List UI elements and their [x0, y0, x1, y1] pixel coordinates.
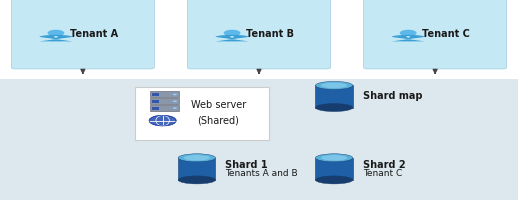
FancyBboxPatch shape	[135, 88, 269, 140]
Ellipse shape	[315, 176, 353, 184]
Polygon shape	[315, 158, 353, 180]
FancyBboxPatch shape	[150, 106, 179, 112]
Text: Tenant C: Tenant C	[422, 29, 470, 39]
FancyBboxPatch shape	[150, 92, 179, 98]
Ellipse shape	[315, 154, 353, 162]
Ellipse shape	[321, 83, 347, 89]
Polygon shape	[392, 36, 425, 42]
FancyBboxPatch shape	[150, 99, 179, 105]
Polygon shape	[229, 37, 235, 39]
FancyBboxPatch shape	[151, 94, 159, 97]
Ellipse shape	[184, 155, 210, 161]
Text: Tenant B: Tenant B	[246, 29, 294, 39]
FancyBboxPatch shape	[151, 107, 159, 110]
Text: Tenants A and B: Tenants A and B	[225, 168, 298, 177]
FancyBboxPatch shape	[11, 0, 154, 70]
Circle shape	[173, 101, 177, 103]
Bar	[0, 80, 518, 200]
FancyBboxPatch shape	[364, 0, 507, 70]
Text: Tenant C: Tenant C	[363, 168, 402, 177]
Circle shape	[149, 116, 176, 126]
Ellipse shape	[315, 104, 353, 112]
Circle shape	[48, 31, 64, 37]
Polygon shape	[406, 37, 411, 39]
Polygon shape	[39, 36, 73, 42]
Text: Shard 1: Shard 1	[225, 159, 268, 169]
Ellipse shape	[178, 176, 215, 184]
Ellipse shape	[178, 154, 215, 162]
Text: Shard map: Shard map	[363, 91, 422, 101]
Text: Tenant A: Tenant A	[69, 29, 118, 39]
Polygon shape	[315, 86, 353, 108]
Ellipse shape	[315, 82, 353, 90]
Text: Web server: Web server	[191, 100, 246, 110]
Text: Shard 2: Shard 2	[363, 159, 405, 169]
FancyBboxPatch shape	[151, 100, 159, 104]
Text: (Shared): (Shared)	[197, 115, 239, 125]
Polygon shape	[215, 36, 249, 42]
Polygon shape	[178, 158, 215, 180]
Circle shape	[400, 31, 416, 37]
Polygon shape	[53, 37, 59, 39]
FancyBboxPatch shape	[188, 0, 330, 70]
Circle shape	[173, 108, 177, 109]
Ellipse shape	[321, 155, 347, 161]
Circle shape	[173, 94, 177, 96]
Circle shape	[224, 31, 240, 37]
